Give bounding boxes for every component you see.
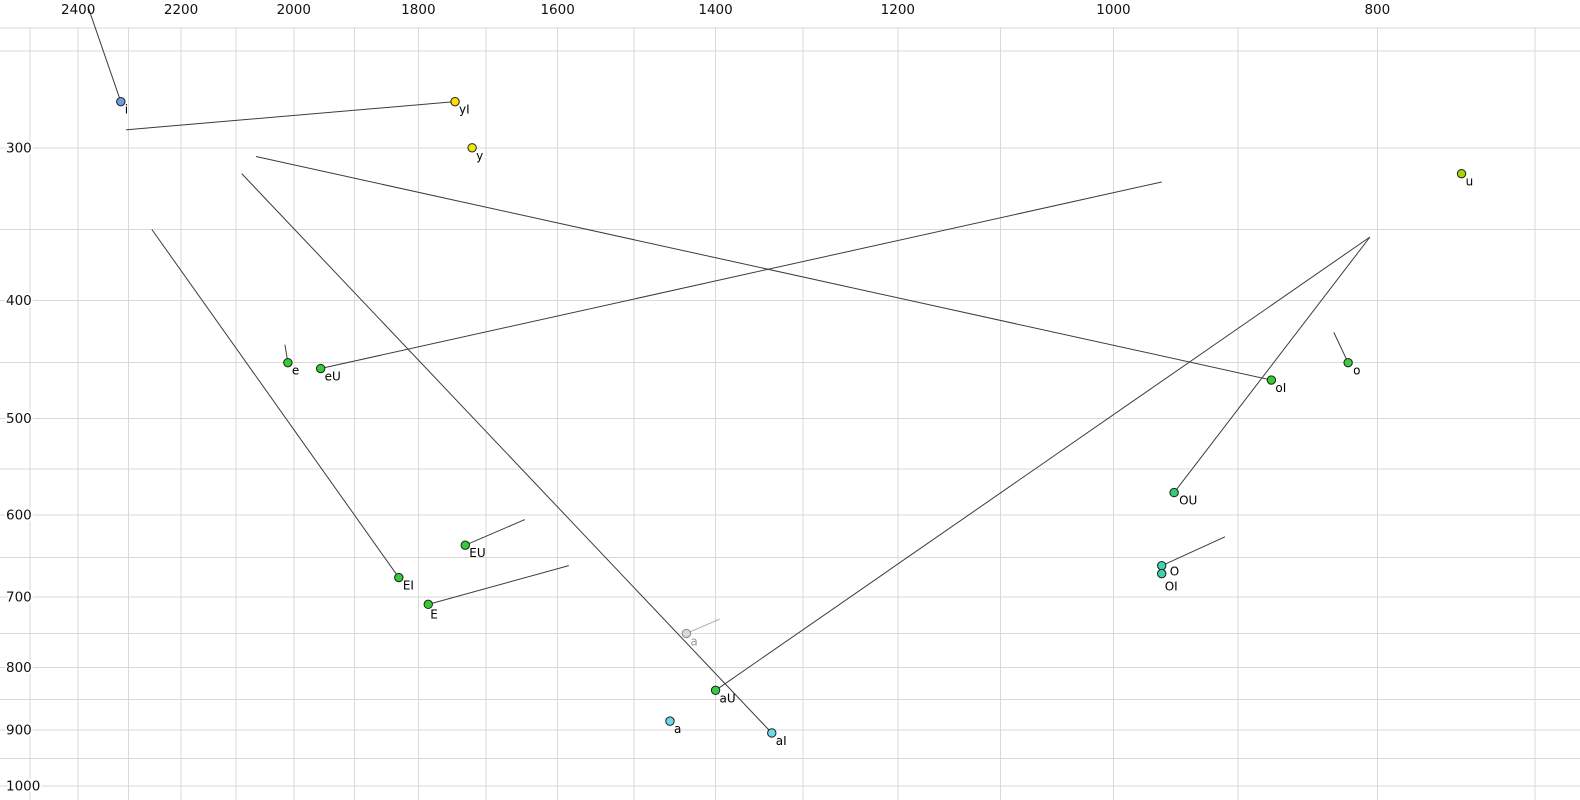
x-axis-tick-label: 2000 (277, 2, 311, 18)
y-axis-tick-label: 900 (6, 723, 32, 739)
x-axis-tick-label: 1000 (1096, 2, 1130, 18)
point-label-OI: OI (1165, 580, 1178, 594)
data-point-u[interactable] (1456, 168, 1467, 179)
data-point-a[interactable] (681, 628, 692, 639)
y-axis-tick-label: 700 (6, 589, 32, 605)
trajectory-line-i (87, 6, 122, 102)
data-point-y[interactable] (467, 143, 477, 153)
y-axis-tick-label: 400 (6, 293, 32, 309)
trajectory-line-a (686, 618, 720, 634)
data-point-oI[interactable] (1266, 375, 1277, 385)
x-axis-tick-label: 1800 (401, 2, 435, 18)
data-point-a[interactable] (665, 716, 675, 726)
point-label-EI: EI (403, 579, 414, 593)
data-point-yI[interactable] (450, 96, 460, 107)
data-point-i[interactable] (116, 96, 126, 107)
trajectory-line-o (1333, 332, 1349, 363)
data-point-EI[interactable] (394, 572, 404, 583)
data-point-E[interactable] (423, 599, 433, 610)
trajectory-line-EI (151, 229, 400, 578)
data-point-aU[interactable] (710, 685, 721, 696)
point-label-i: i (125, 103, 128, 117)
point-label-u: u (1466, 175, 1474, 189)
trajectory-line-aI (241, 173, 773, 734)
point-label-aU: aU (720, 691, 736, 705)
y-axis-tick-label: 300 (6, 140, 32, 156)
point-label-yI: yI (459, 103, 470, 117)
x-axis-tick-label: 2200 (164, 2, 198, 18)
data-point-EU[interactable] (460, 540, 470, 550)
point-label-e: e (292, 364, 299, 378)
x-axis-tick-label: 1200 (881, 2, 915, 18)
point-label-o: o (1353, 364, 1360, 378)
trajectory-line-O (1161, 536, 1226, 567)
data-point-OI[interactable] (1157, 568, 1167, 579)
y-axis-tick-label: 800 (6, 660, 32, 676)
y-axis-tick-label: 600 (6, 508, 32, 524)
point-label-EU: EU (469, 546, 485, 560)
data-point-o[interactable] (1343, 357, 1353, 368)
trajectory-line-aU (715, 236, 1371, 691)
x-axis-tick-label: 1400 (698, 2, 732, 18)
data-point-aI[interactable] (767, 728, 777, 738)
point-label-a: a (674, 722, 681, 736)
data-point-O[interactable] (1157, 560, 1167, 571)
trajectory-line-OU (1173, 236, 1371, 493)
data-point-e[interactable] (283, 357, 293, 368)
point-label-E: E (430, 607, 438, 621)
y-axis-tick-label: 500 (6, 411, 32, 427)
point-label-O: O (1170, 565, 1179, 579)
point-label-OU: OU (1179, 494, 1197, 508)
point-label-a: a (690, 634, 697, 648)
trajectory-line-eU (320, 181, 1162, 370)
x-axis-tick-label: 800 (1364, 2, 1390, 18)
trajectory-line-EU (465, 519, 526, 546)
y-axis-tick-label: 1000 (6, 778, 40, 794)
x-axis-tick-label: 1600 (540, 2, 574, 18)
point-label-oI: oI (1275, 381, 1286, 395)
x-axis-tick-label: 2400 (61, 2, 95, 18)
data-point-eU[interactable] (315, 363, 326, 374)
trajectory-line-oI (255, 156, 1272, 381)
point-label-y: y (476, 149, 483, 163)
data-point-OU[interactable] (1169, 487, 1179, 498)
point-label-eU: eU (325, 370, 341, 384)
trajectory-line-E (428, 565, 569, 605)
point-label-aI: aI (776, 734, 787, 748)
trajectory-line-yI (125, 101, 456, 131)
